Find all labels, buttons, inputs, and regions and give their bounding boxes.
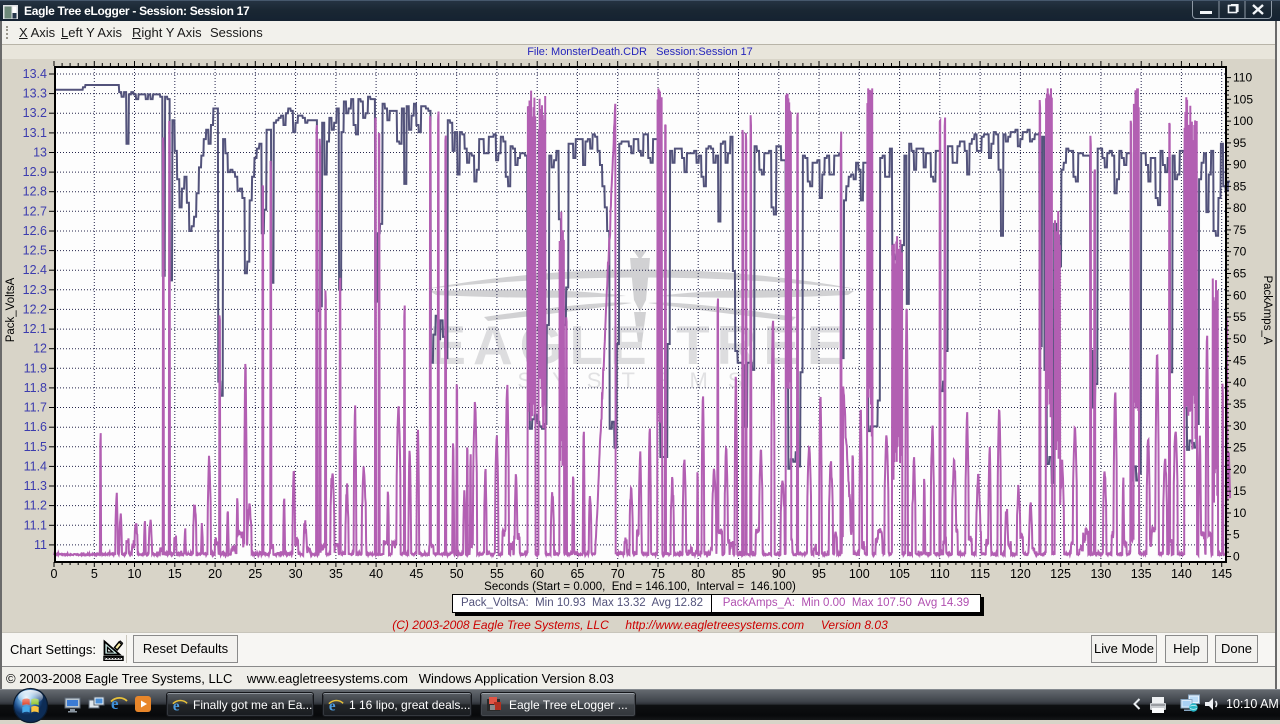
svg-text:40: 40 bbox=[369, 567, 383, 581]
svg-text:12.2: 12.2 bbox=[23, 302, 47, 316]
svg-text:e: e bbox=[111, 694, 119, 713]
svg-text:5: 5 bbox=[91, 567, 98, 581]
svg-text:11.4: 11.4 bbox=[24, 459, 47, 473]
svg-text:95: 95 bbox=[812, 567, 826, 581]
svg-text:50: 50 bbox=[1233, 332, 1247, 346]
svg-text:0: 0 bbox=[51, 567, 58, 581]
svg-text:12.3: 12.3 bbox=[23, 283, 47, 297]
svg-text:11.3: 11.3 bbox=[24, 479, 47, 493]
svg-text:120: 120 bbox=[1010, 567, 1031, 581]
svg-text:11.2: 11.2 bbox=[24, 499, 47, 513]
svg-text:40: 40 bbox=[1233, 375, 1247, 389]
svg-text:90: 90 bbox=[772, 567, 786, 581]
svg-text:80: 80 bbox=[1233, 201, 1247, 215]
svg-text:85: 85 bbox=[1233, 179, 1247, 193]
svg-text:20: 20 bbox=[208, 567, 222, 581]
svg-text:12.8: 12.8 bbox=[23, 185, 47, 199]
svg-text:35: 35 bbox=[1233, 397, 1247, 411]
svg-text:145: 145 bbox=[1211, 567, 1232, 581]
svg-text:15: 15 bbox=[168, 567, 182, 581]
svg-text:65: 65 bbox=[1233, 267, 1247, 281]
svg-text:55: 55 bbox=[1233, 310, 1247, 324]
svg-text:100: 100 bbox=[1233, 114, 1253, 128]
svg-text:75: 75 bbox=[1233, 223, 1247, 237]
svg-text:45: 45 bbox=[1233, 354, 1247, 368]
svg-text:140: 140 bbox=[1171, 567, 1192, 581]
svg-text:95: 95 bbox=[1233, 136, 1247, 150]
svg-text:10: 10 bbox=[1233, 506, 1247, 520]
svg-text:11.8: 11.8 bbox=[24, 381, 47, 395]
svg-text:85: 85 bbox=[732, 567, 746, 581]
svg-text:11.9: 11.9 bbox=[24, 361, 47, 375]
svg-text:60: 60 bbox=[1233, 288, 1247, 302]
svg-text:50: 50 bbox=[450, 567, 464, 581]
svg-text:SYSTEMS: SYSTEMS bbox=[517, 368, 762, 393]
svg-text:45: 45 bbox=[409, 567, 423, 581]
svg-text:11.1: 11.1 bbox=[24, 518, 47, 532]
svg-text:11.5: 11.5 bbox=[24, 440, 47, 454]
svg-text:25: 25 bbox=[248, 567, 262, 581]
svg-text:e: e bbox=[329, 698, 336, 714]
svg-text:25: 25 bbox=[1233, 441, 1247, 455]
svg-text:12.5: 12.5 bbox=[23, 244, 47, 258]
svg-text:13.4: 13.4 bbox=[23, 67, 47, 81]
svg-text:75: 75 bbox=[651, 567, 665, 581]
svg-text:60: 60 bbox=[530, 567, 544, 581]
svg-text:135: 135 bbox=[1131, 567, 1152, 581]
svg-text:13: 13 bbox=[33, 146, 47, 160]
svg-text:12: 12 bbox=[33, 342, 47, 356]
svg-text:20: 20 bbox=[1233, 462, 1247, 476]
svg-text:10: 10 bbox=[128, 567, 142, 581]
svg-text:30: 30 bbox=[1233, 419, 1247, 433]
svg-text:11.7: 11.7 bbox=[24, 401, 47, 415]
svg-text:11: 11 bbox=[34, 538, 47, 552]
svg-text:PackAmps_A: PackAmps_A bbox=[1261, 275, 1273, 344]
svg-text:15: 15 bbox=[1233, 484, 1247, 498]
svg-text:e: e bbox=[173, 698, 180, 714]
svg-text:5: 5 bbox=[1233, 528, 1240, 542]
svg-text:125: 125 bbox=[1050, 567, 1071, 581]
svg-text:13.1: 13.1 bbox=[23, 126, 47, 140]
svg-text:12.7: 12.7 bbox=[23, 204, 47, 218]
svg-text:13.2: 13.2 bbox=[23, 106, 47, 120]
svg-text:90: 90 bbox=[1233, 158, 1247, 172]
svg-text:130: 130 bbox=[1090, 567, 1111, 581]
svg-text:35: 35 bbox=[329, 567, 343, 581]
svg-text:Pack_VoltsA: Pack_VoltsA bbox=[5, 277, 17, 342]
svg-text:105: 105 bbox=[1233, 92, 1253, 106]
svg-text:70: 70 bbox=[1233, 245, 1247, 259]
svg-text:70: 70 bbox=[611, 567, 625, 581]
svg-text:110: 110 bbox=[1233, 71, 1252, 85]
svg-text:0: 0 bbox=[1233, 550, 1240, 564]
svg-text:12.4: 12.4 bbox=[23, 263, 47, 277]
svg-text:110: 110 bbox=[930, 567, 950, 581]
svg-text:12.6: 12.6 bbox=[23, 224, 47, 238]
svg-text:12.1: 12.1 bbox=[23, 322, 47, 336]
svg-text:55: 55 bbox=[490, 567, 504, 581]
svg-text:105: 105 bbox=[889, 567, 910, 581]
svg-text:30: 30 bbox=[289, 567, 303, 581]
svg-text:115: 115 bbox=[970, 567, 990, 581]
svg-text:80: 80 bbox=[691, 567, 705, 581]
svg-text:11.6: 11.6 bbox=[24, 420, 47, 434]
svg-text:13.3: 13.3 bbox=[23, 87, 47, 101]
svg-text:65: 65 bbox=[570, 567, 584, 581]
svg-text:100: 100 bbox=[849, 567, 870, 581]
svg-text:12.9: 12.9 bbox=[23, 165, 47, 179]
